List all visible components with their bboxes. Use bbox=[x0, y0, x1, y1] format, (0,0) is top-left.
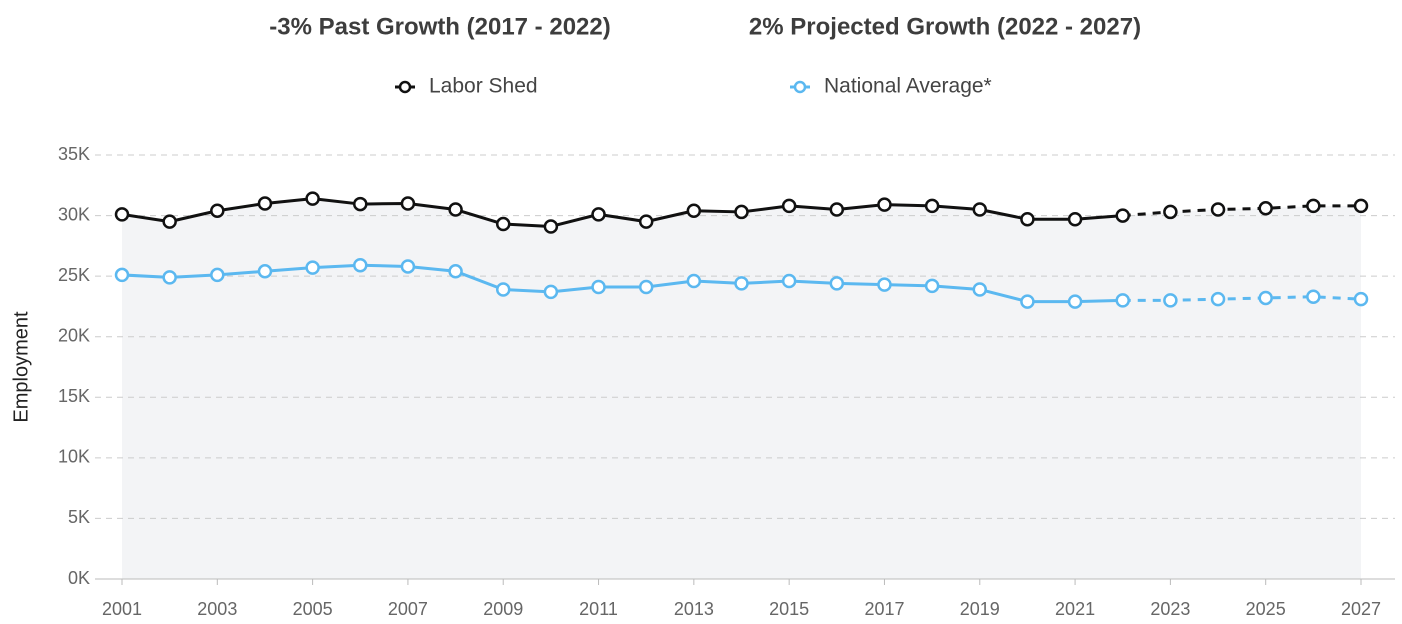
point bbox=[1020, 294, 1035, 309]
point bbox=[210, 267, 225, 283]
legend-label: Labor Shed bbox=[429, 75, 538, 98]
point bbox=[543, 284, 559, 300]
point bbox=[686, 273, 702, 289]
y-tick-label: 25K bbox=[58, 265, 90, 285]
point bbox=[210, 203, 225, 218]
point bbox=[162, 214, 177, 229]
point bbox=[591, 207, 606, 222]
point bbox=[543, 219, 559, 234]
x-tick-label: 2009 bbox=[483, 599, 523, 619]
y-tick-label: 5K bbox=[68, 507, 90, 527]
point bbox=[686, 203, 702, 218]
point bbox=[1210, 291, 1226, 307]
point bbox=[448, 202, 463, 217]
x-tick-label: 2015 bbox=[769, 599, 809, 619]
line-projected bbox=[1122, 204, 1361, 218]
y-tick-label: 20K bbox=[58, 325, 90, 345]
point bbox=[1163, 293, 1178, 308]
point bbox=[400, 259, 416, 274]
point bbox=[1353, 291, 1369, 307]
point bbox=[638, 279, 654, 295]
point bbox=[495, 216, 511, 232]
point bbox=[924, 278, 940, 294]
legend-marker bbox=[398, 80, 412, 94]
y-tick-label: 15K bbox=[58, 386, 90, 406]
point bbox=[305, 191, 320, 206]
point bbox=[353, 257, 368, 273]
point bbox=[1115, 293, 1130, 308]
point bbox=[257, 264, 273, 279]
point bbox=[734, 204, 749, 220]
point bbox=[353, 196, 368, 212]
line-projected bbox=[1122, 295, 1362, 302]
line bbox=[121, 263, 1123, 304]
point bbox=[162, 270, 177, 285]
point bbox=[257, 196, 273, 211]
point bbox=[829, 202, 845, 217]
y-tick-label: 10K bbox=[58, 447, 90, 467]
x-tick-label: 2023 bbox=[1150, 599, 1190, 619]
x-tick-label: 2001 bbox=[102, 599, 142, 619]
x-tick-label: 2013 bbox=[674, 599, 714, 619]
x-tick-label: 2019 bbox=[960, 599, 1000, 619]
point bbox=[781, 273, 797, 289]
x-tick-label: 2027 bbox=[1341, 599, 1381, 619]
x-tick-label: 2011 bbox=[579, 599, 618, 619]
point bbox=[1020, 211, 1035, 227]
point bbox=[1306, 198, 1321, 214]
point bbox=[1067, 211, 1083, 227]
point bbox=[114, 267, 130, 283]
x-tick-label: 2005 bbox=[293, 599, 333, 619]
point bbox=[1163, 204, 1178, 220]
headline: -3% Past Growth (2017 - 2022) bbox=[269, 13, 610, 40]
y-tick-label: 35K bbox=[58, 144, 90, 164]
point bbox=[829, 276, 845, 291]
x-tick-label: 2021 bbox=[1055, 599, 1095, 619]
point bbox=[734, 276, 749, 291]
point bbox=[1258, 290, 1273, 306]
point bbox=[877, 277, 892, 292]
point bbox=[1210, 202, 1226, 217]
x-tick-label: 2025 bbox=[1246, 599, 1286, 619]
y-tick-label: 30K bbox=[58, 204, 90, 224]
point bbox=[877, 197, 892, 212]
point bbox=[924, 198, 940, 214]
point bbox=[972, 282, 988, 297]
x-tick-label: 2007 bbox=[388, 599, 428, 619]
y-tick-label: 0K bbox=[68, 568, 90, 588]
point bbox=[400, 196, 416, 211]
x-tick-label: 2003 bbox=[197, 599, 237, 619]
point bbox=[972, 202, 988, 217]
point bbox=[495, 282, 511, 297]
point bbox=[781, 198, 797, 214]
point bbox=[448, 264, 463, 279]
point bbox=[305, 260, 320, 275]
point bbox=[1067, 294, 1083, 309]
legend-label: National Average* bbox=[824, 75, 992, 98]
headline: 2% Projected Growth (2022 - 2027) bbox=[749, 13, 1141, 40]
point bbox=[638, 214, 654, 229]
point bbox=[1353, 198, 1369, 214]
point bbox=[114, 207, 130, 222]
point bbox=[1115, 208, 1130, 223]
y-axis-label: Employment bbox=[10, 311, 32, 423]
point bbox=[1306, 289, 1321, 304]
point bbox=[1258, 201, 1273, 216]
point bbox=[591, 279, 606, 295]
legend-marker bbox=[793, 80, 807, 94]
x-tick-label: 2017 bbox=[864, 599, 904, 619]
line bbox=[121, 197, 1123, 228]
area bbox=[122, 198, 1361, 579]
